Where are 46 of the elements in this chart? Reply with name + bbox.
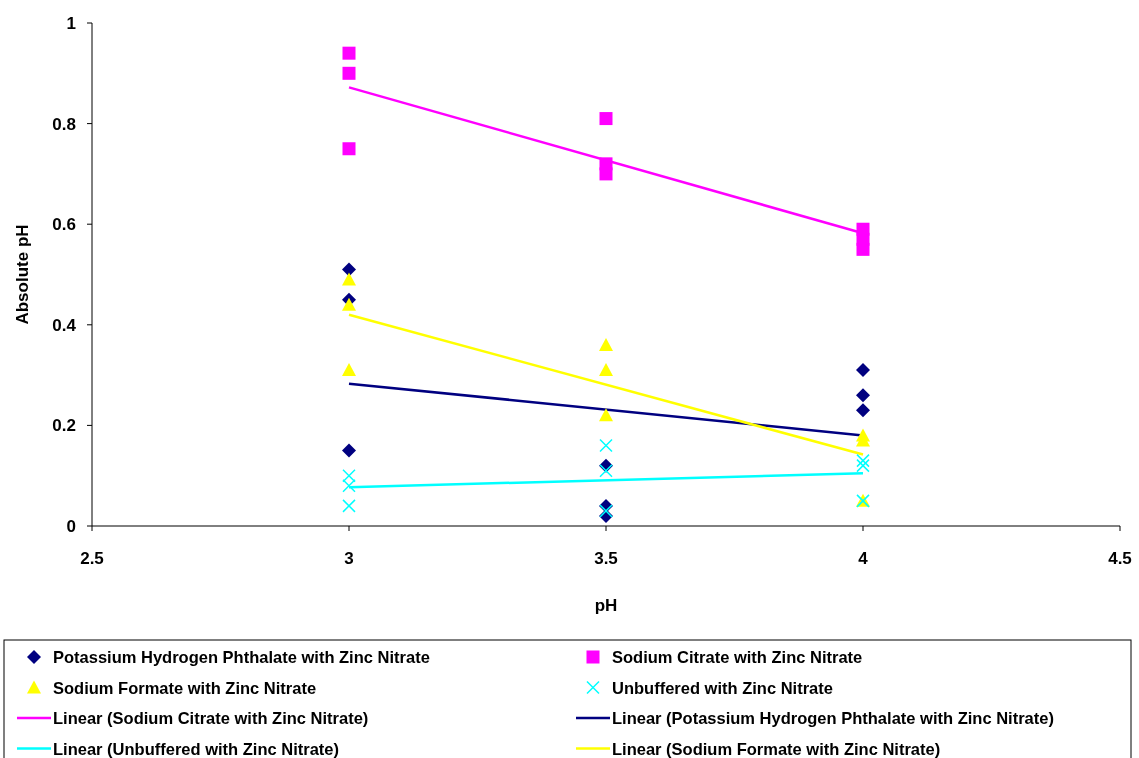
point bbox=[342, 142, 356, 156]
point bbox=[342, 262, 356, 277]
point bbox=[599, 463, 613, 478]
point bbox=[599, 363, 613, 377]
legend-label: Potassium Hydrogen Phthalate with Zinc Nitrate bbox=[53, 648, 430, 666]
point bbox=[856, 453, 870, 468]
point bbox=[856, 458, 870, 473]
point bbox=[342, 363, 356, 377]
point bbox=[342, 499, 356, 513]
y-tick-label: 0.4 bbox=[52, 315, 77, 335]
point bbox=[599, 112, 613, 126]
point bbox=[599, 337, 613, 351]
point bbox=[342, 479, 356, 493]
point bbox=[342, 66, 356, 80]
x-tick-label: 2.5 bbox=[80, 549, 104, 568]
y-tick-label: 0.2 bbox=[52, 416, 76, 436]
point bbox=[599, 438, 613, 453]
point bbox=[856, 242, 870, 256]
point bbox=[342, 443, 356, 458]
y-axis-title: Absolute pH bbox=[13, 224, 32, 325]
y-tick-label: 0.6 bbox=[52, 215, 76, 235]
legend-label: Unbuffered with Zinc Nitrate bbox=[612, 678, 833, 697]
point bbox=[599, 167, 613, 181]
y-tick-label: 0 bbox=[66, 517, 76, 536]
point bbox=[342, 468, 356, 483]
x-tick-label: 4 bbox=[858, 549, 869, 568]
point bbox=[342, 297, 356, 311]
legend-label: Linear (Unbuffered with Zinc Nitrate) bbox=[53, 739, 340, 758]
x-tick-label: 3.5 bbox=[594, 549, 618, 568]
x-axis-title: pH bbox=[594, 596, 618, 615]
x-tick-label: 3 bbox=[344, 549, 354, 568]
point bbox=[599, 408, 613, 422]
y-tick-label: 1 bbox=[66, 14, 76, 33]
point bbox=[856, 403, 870, 418]
legend-label: Sodium Formate with Zinc Nitrate bbox=[53, 678, 317, 697]
point bbox=[856, 388, 870, 403]
point bbox=[599, 504, 613, 518]
point bbox=[856, 363, 870, 378]
x-tick-label: 4.5 bbox=[1108, 549, 1132, 568]
point bbox=[342, 272, 356, 286]
legend-label: Linear (Potassium Hydrogen Phthalate with Zinc Nitrate) bbox=[612, 709, 1054, 727]
y-tick-label: 0.8 bbox=[52, 114, 76, 134]
legend-label: Linear (Sodium Formate with Zinc Nitrate) bbox=[612, 739, 941, 758]
legend-label: Linear (Sodium Citrate with Zinc Nitrate) bbox=[53, 709, 369, 727]
legend-label: Sodium Citrate with Zinc Nitrate bbox=[612, 648, 863, 666]
point bbox=[342, 46, 356, 60]
